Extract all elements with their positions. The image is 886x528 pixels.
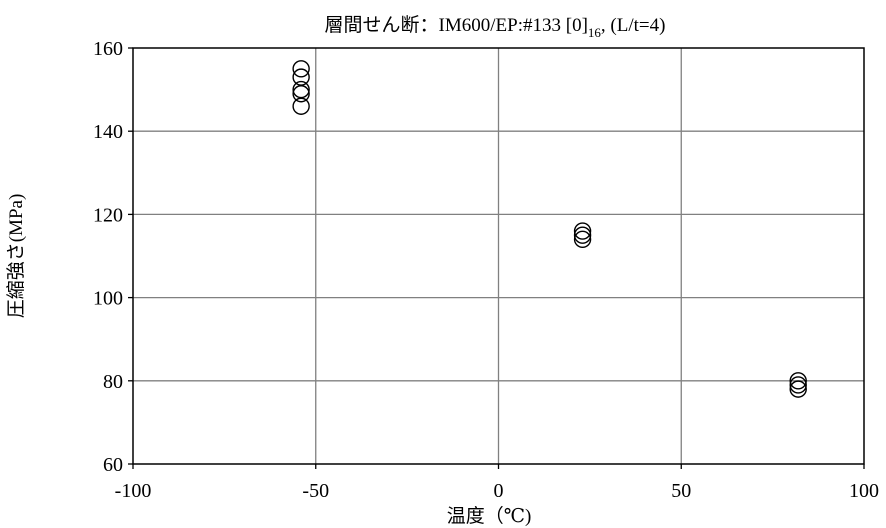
y-tick-label: 120 [93,204,123,226]
y-axis-label: 圧縮強さ(MPa) [5,194,27,319]
data-point [789,376,807,394]
chart-title-tail: , (L/t=4) [601,15,666,36]
chart-title-main: 層間せん断：IM600/EP:#133 [0] [325,14,588,36]
y-tick-label: 100 [93,288,123,310]
data-point [789,372,807,390]
data-point [292,80,310,99]
data-point [292,97,310,115]
y-tick-label: 80 [103,371,123,393]
data-point [292,60,310,78]
data-point [292,85,310,103]
x-tick-label: 0 [494,480,504,502]
data-points [292,60,807,398]
data-point [789,380,807,398]
data-point [573,226,592,244]
chart-title: 層間せん断：IM600/EP:#133 [0]16, (L/t=4) [325,14,666,40]
y-tick-label: 60 [103,454,123,476]
x-tick-label: -50 [302,480,329,502]
y-tick-label: 140 [93,121,123,143]
x-tick-label: 100 [849,480,879,502]
tick-labels: -100 -50 0 50 100 60 80 100 120 140 160 [93,38,879,502]
data-point [573,230,592,249]
grid-lines [133,48,864,464]
chart-title-subscript: 16 [588,25,602,40]
x-tick-label: -100 [115,480,152,502]
x-tick-label: 50 [671,480,691,502]
y-tick-label: 160 [93,38,123,60]
x-axis-label: 温度（℃) [447,505,532,527]
data-point [573,222,592,240]
